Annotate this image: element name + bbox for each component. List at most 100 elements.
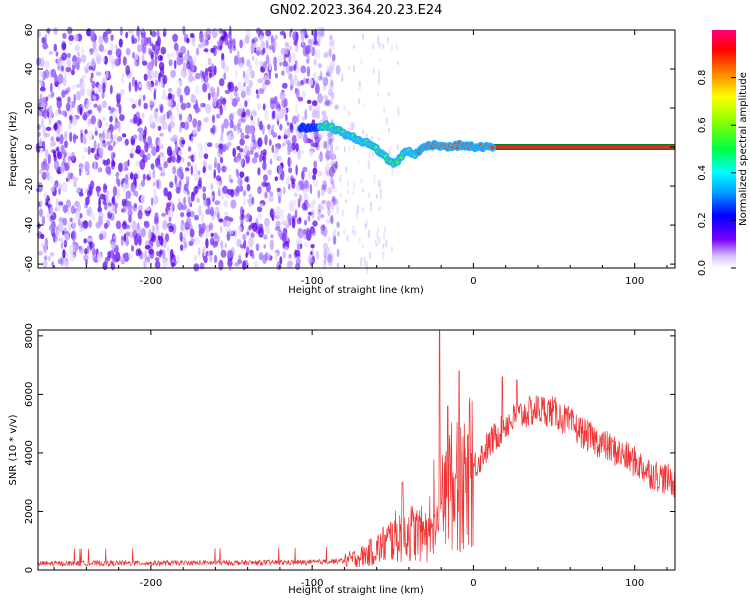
noise-speck: [268, 60, 272, 71]
noise-speck: [323, 95, 329, 100]
noise-speck: [149, 42, 154, 47]
noise-speck: [202, 186, 207, 193]
noise-speck: [343, 104, 346, 112]
noise-speck: [320, 214, 325, 219]
noise-speck: [41, 215, 46, 226]
noise-speck: [68, 245, 74, 256]
y-tick-label: 60: [24, 24, 35, 37]
noise-speck: [326, 161, 331, 166]
noise-speck: [58, 183, 63, 190]
noise-speck: [66, 52, 71, 59]
noise-speck: [302, 228, 307, 235]
y-tick-label: -20: [24, 178, 35, 194]
noise-speck: [180, 45, 187, 55]
noise-speck: [277, 135, 281, 140]
noise-speck: [307, 254, 312, 264]
noise-speck: [148, 142, 153, 149]
noise-speck: [208, 72, 212, 79]
noise-speck: [87, 99, 92, 106]
noise-speck: [325, 170, 329, 176]
noise-speck: [320, 224, 326, 231]
noise-speck: [131, 76, 136, 88]
noise-speck: [49, 252, 55, 257]
noise-speck: [338, 231, 341, 239]
noise-speck: [61, 182, 68, 193]
noise-speck: [69, 131, 73, 143]
noise-speck: [160, 46, 167, 55]
noise-speck: [224, 242, 227, 249]
noise-speck: [166, 245, 170, 254]
noise-speck: [78, 245, 85, 255]
noise-speck: [220, 35, 225, 41]
noise-speck: [306, 66, 311, 77]
noise-speck: [329, 143, 334, 154]
noise-speck: [291, 215, 296, 223]
noise-speck: [78, 192, 84, 197]
noise-speck: [330, 99, 333, 105]
noise-speck: [213, 254, 218, 264]
noise-speck: [264, 79, 271, 86]
noise-speck: [378, 70, 380, 77]
noise-speck: [336, 248, 340, 258]
noise-speck: [65, 199, 71, 208]
noise-speck: [297, 148, 301, 160]
noise-speck: [155, 40, 159, 46]
noise-speck: [140, 194, 146, 205]
noise-speck: [315, 49, 321, 60]
noise-speck: [262, 61, 267, 69]
noise-speck: [246, 150, 250, 158]
noise-speck: [170, 69, 176, 78]
noise-speck: [143, 260, 147, 268]
noise-speck: [87, 237, 93, 242]
noise-speck: [296, 243, 301, 251]
noise-speck: [167, 87, 173, 93]
noise-speck: [60, 256, 64, 267]
noise-speck: [202, 82, 208, 93]
noise-speck: [225, 227, 231, 233]
noise-speck: [295, 121, 299, 129]
noise-speck: [265, 54, 270, 65]
noise-speck: [53, 27, 58, 35]
noise-speck: [246, 183, 251, 192]
noise-speck: [62, 76, 67, 87]
noise-speck: [70, 69, 75, 76]
noise-speck: [328, 48, 332, 58]
noise-speck: [201, 212, 204, 223]
noise-speck: [288, 183, 291, 190]
noise-speck: [248, 198, 252, 207]
noise-speck: [67, 157, 71, 167]
noise-speck: [151, 224, 155, 233]
noise-speck: [74, 63, 79, 68]
noise-speck: [327, 186, 333, 195]
noise-speck: [97, 84, 103, 93]
noise-speck: [198, 205, 202, 216]
noise-speck: [71, 115, 77, 127]
noise-speck: [301, 170, 305, 181]
noise-speck: [152, 44, 155, 51]
noise-speck: [111, 197, 114, 204]
noise-speck: [360, 257, 363, 266]
noise-speck: [107, 251, 111, 258]
noise-speck: [294, 209, 298, 219]
noise-speck: [291, 181, 296, 189]
noise-speck: [79, 107, 83, 116]
noise-speck: [44, 133, 51, 138]
noise-speck: [272, 124, 275, 130]
noise-speck: [369, 151, 372, 159]
noise-speck: [243, 239, 247, 250]
noise-speck: [290, 199, 297, 208]
noise-speck: [180, 55, 184, 65]
noise-speck: [348, 127, 350, 134]
noise-speck: [153, 90, 157, 101]
noise-speck: [97, 167, 103, 173]
noise-speck: [105, 165, 111, 175]
noise-speck: [353, 181, 356, 190]
noise-speck: [389, 150, 391, 155]
noise-speck: [352, 122, 355, 129]
noise-speck: [41, 171, 47, 180]
noise-speck: [138, 235, 142, 246]
noise-speck: [204, 141, 208, 152]
noise-speck: [110, 34, 114, 42]
noise-speck: [102, 82, 106, 94]
noise-speck: [122, 162, 126, 172]
